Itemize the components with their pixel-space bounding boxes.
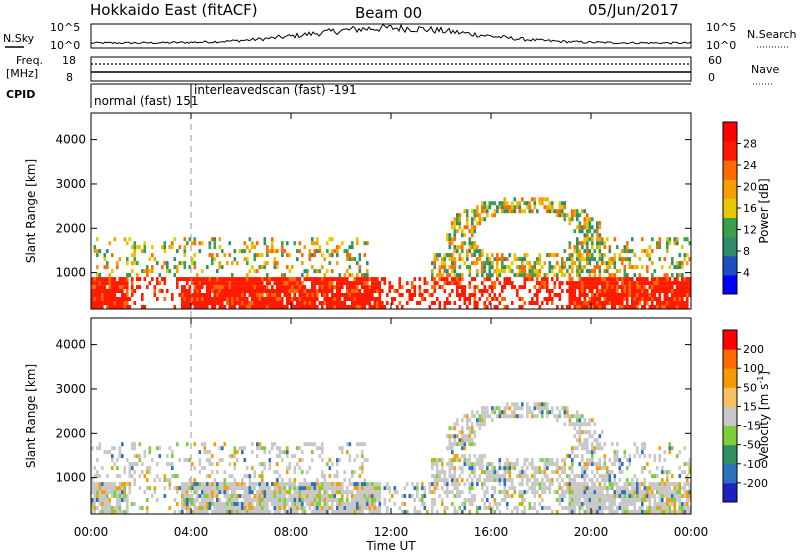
noise-left-tick-top: 10^5: [50, 21, 80, 34]
x-tick-label-3: 12:00: [374, 525, 409, 539]
colorbar-tick-label-7: -200: [743, 477, 768, 490]
station-title: Hokkaido East (fitACF): [90, 1, 258, 19]
velocity-label-sup: -1: [756, 376, 765, 384]
colorbar-swatch-8: [723, 122, 737, 142]
beam-title: Beam 00: [355, 4, 422, 22]
colorbar-swatch-1: [723, 463, 737, 484]
colorbar-tick-label-0: 28: [743, 138, 757, 151]
y-tick-label-3: 4000: [55, 133, 86, 147]
power-ylabel: Slant Range [km]: [24, 159, 38, 263]
velocity-label-main: Velocity [m s: [757, 384, 771, 461]
freq-label-1: Freq.: [16, 54, 43, 67]
noise-panel-frame: [90, 23, 692, 49]
colorbar-swatch-4: [723, 406, 737, 426]
noise-right-tick-top: 10^5: [706, 21, 736, 34]
x-tick-label-1: 04:00: [174, 525, 209, 539]
y-tick-label-1: 2000: [55, 221, 86, 235]
power-heatmap-cells: [91, 197, 692, 309]
velocity-y-ticks: 1000 2000 3000 4000: [55, 338, 691, 485]
x-tick-label-0: 00:00: [74, 525, 109, 539]
colorbar-tick-label-6: 4: [743, 267, 750, 280]
noise-left-label: N.Sky: [3, 32, 35, 45]
x-tick-label-2: 08:00: [274, 525, 309, 539]
y-tick-label-2: 3000: [55, 382, 86, 396]
power-colorbar: 28 24 20 16 12 8 4: [722, 121, 757, 295]
freq-left-tick-top: 18: [62, 54, 76, 67]
colorbar-frame: [722, 329, 738, 503]
colorbar-swatch-7: [723, 141, 737, 161]
cpid-segment-interleaved: interleavedscan (fast) -191: [194, 83, 357, 97]
cpid-segment-normal: normal (fast) 151: [94, 94, 198, 108]
colorbar-swatch-2: [723, 444, 737, 465]
colorbar-tick-label-1: 24: [743, 159, 757, 172]
x-ticks: 00:00 04:00 08:00 12:00 16:00 20:00 00:00: [74, 113, 709, 539]
noise-trace: [90, 23, 692, 45]
noise-sky-line: [90, 23, 692, 45]
velocity-colorbar: 200 100 50 15 -15 -50 -100 -200: [722, 329, 768, 503]
colorbar-tick-label-6: -100: [743, 458, 768, 471]
nave-label: Nave: [751, 63, 779, 76]
freq-left-tick-bottom: 8: [66, 71, 73, 84]
colorbar-swatch-7: [723, 349, 737, 369]
power-colorbar-label: Power [dB]: [757, 178, 771, 243]
colorbar-swatch-1: [723, 255, 737, 276]
nave-right-tick-top: 60: [708, 54, 722, 67]
colorbar-swatch-5: [723, 387, 737, 407]
colorbar-swatch-3: [723, 425, 737, 446]
colorbar-swatch-3: [723, 217, 737, 238]
y-tick-label-2: 3000: [55, 177, 86, 191]
y-tick-label-0: 1000: [55, 266, 86, 280]
y-tick-label-1: 2000: [55, 426, 86, 440]
y-tick-label-3: 4000: [55, 338, 86, 352]
colorbar-swatch-5: [723, 179, 737, 199]
velocity-ylabel: Slant Range [km]: [24, 364, 38, 468]
colorbar-swatch-4: [723, 198, 737, 218]
x-tick-label-6: 00:00: [674, 525, 709, 539]
noise-right-tick-bottom: 10^0: [706, 39, 736, 52]
time-axis-label: Time UT: [365, 539, 416, 553]
colorbar-tick-label-5: -50: [743, 439, 761, 452]
velocity-heatmap-cells: [91, 402, 692, 514]
colorbar-swatch-6: [723, 160, 737, 180]
noise-left-tick-bottom: 10^0: [50, 39, 80, 52]
colorbar-tick-label-2: 50: [743, 381, 757, 394]
power-y-ticks: 1000 2000 3000 4000: [55, 133, 691, 280]
colorbar-tick-label-2: 20: [743, 181, 757, 194]
colorbar-tick-label-4: -15: [743, 420, 761, 433]
colorbar-swatch-6: [723, 368, 737, 388]
freq-panel-frame: [90, 56, 692, 82]
x-tick-label-4: 16:00: [474, 525, 509, 539]
x-tick-label-5: 20:00: [574, 525, 609, 539]
colorbar-swatch-0: [723, 274, 737, 295]
nave-right-tick-bottom: 0: [708, 71, 715, 84]
colorbar-swatch-0: [723, 482, 737, 503]
y-tick-label-0: 1000: [55, 471, 86, 485]
freq-label-2: [MHz]: [6, 67, 38, 80]
colorbar-tick-label-3: 15: [743, 400, 757, 413]
date-title: 05/Jun/2017: [588, 1, 679, 19]
noise-right-label: N.Search: [747, 28, 797, 41]
colorbar-tick-label-5: 8: [743, 245, 750, 258]
colorbar-tick-label-0: 200: [743, 343, 764, 356]
colorbar-tick-label-3: 16: [743, 202, 757, 215]
colorbar-tick-label-1: 100: [743, 362, 764, 375]
velocity-colorbar-label: Velocity [m s-1]: [756, 371, 771, 461]
velocity-label-close: ]: [757, 371, 771, 376]
cpid-label: CPID: [6, 88, 35, 101]
colorbar-swatch-8: [723, 330, 737, 350]
colorbar-swatch-2: [723, 236, 737, 257]
colorbar-tick-label-4: 12: [743, 224, 757, 237]
